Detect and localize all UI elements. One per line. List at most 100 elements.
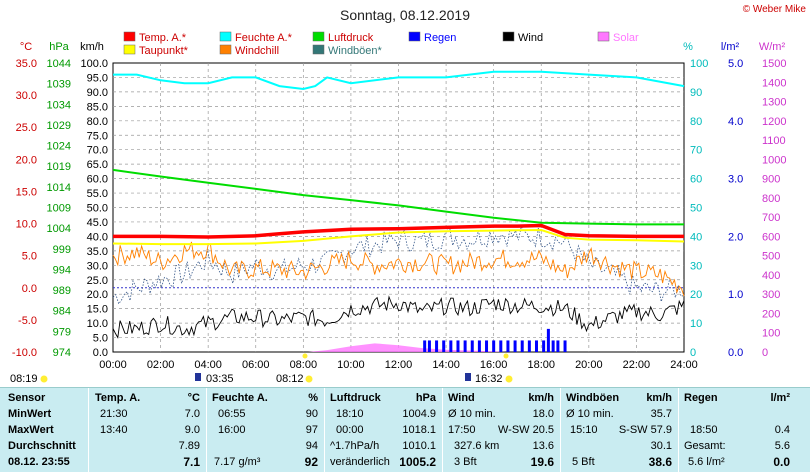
rain-axis-unit: l/m²: [721, 41, 740, 53]
now-rain-total: 5.6 l/m²: [688, 456, 725, 468]
solar-tick: 1200: [762, 116, 786, 128]
pct-tick: 40: [690, 231, 702, 243]
pct-tick: 70: [690, 145, 702, 157]
row-now-label: 08.12. 23:55: [8, 456, 70, 468]
brand-label: © Weber Mike: [742, 4, 806, 15]
hpa-tick: 1004: [47, 223, 71, 235]
kmh-tick: 75.0: [87, 130, 108, 142]
max-gust-time: 15:10: [570, 424, 598, 436]
legend-swatch: [408, 31, 421, 42]
row-max-label: MaxWert: [8, 424, 54, 436]
avg-gust: 30.1: [650, 440, 672, 452]
row-min-label: MinWert: [8, 408, 52, 420]
legend-label: Temp. A.*: [139, 32, 187, 44]
kmh-tick: 95.0: [87, 72, 108, 84]
hdr-temp: Temp. A.: [95, 392, 141, 404]
solar-tick: 0: [762, 347, 768, 359]
max-wind-dir: W-SW 20.5: [497, 424, 554, 436]
solar-tick: 1000: [762, 154, 786, 166]
stats-table: Sensor Temp. A. °C Feuchte A. % Luftdruc…: [0, 387, 810, 472]
solar-tick: 200: [762, 308, 780, 320]
kmh-tick: 70.0: [87, 145, 108, 157]
hpa-tick: 1044: [47, 58, 71, 70]
min-wind: 18.0: [532, 408, 554, 420]
pct-tick: 90: [690, 87, 702, 99]
legend-swatch: [312, 31, 325, 42]
hpa-tick: 974: [53, 347, 71, 359]
x-tick: 20:00: [575, 359, 603, 371]
legend-label: Regen: [424, 32, 456, 44]
legend-label: Taupunkt*: [139, 45, 189, 57]
solar-tick: 800: [762, 193, 780, 205]
rain-bar: [485, 340, 489, 352]
temp-tick: 0.0: [22, 283, 37, 295]
min-wind-label: Ø 10 min.: [448, 408, 496, 420]
max-rain: 0.4: [774, 424, 790, 436]
legend-swatch: [219, 44, 232, 55]
legend-swatch: [502, 31, 515, 42]
rain-bar: [551, 340, 555, 352]
hpa-tick: 1019: [47, 161, 71, 173]
solar-tick: 100: [762, 328, 780, 340]
series-wind: [112, 295, 685, 339]
legend-label: Feuchte A.*: [235, 32, 293, 44]
hdr-press: Luftdruck: [330, 392, 381, 404]
hdr-gust: Windböen: [566, 392, 620, 404]
solar-tick: 1400: [762, 77, 786, 89]
temp-tick: 15.0: [16, 186, 37, 198]
series-humidity: [113, 70, 685, 91]
temp-tick: 5.0: [22, 251, 37, 263]
temp-axis-unit: °C: [20, 41, 32, 53]
min-temp-time: 21:30: [100, 408, 128, 420]
legend-label: Windchill: [235, 45, 279, 57]
x-tick: 22:00: [623, 359, 651, 371]
hdr-press-unit: hPa: [415, 392, 436, 404]
series-temp: [113, 223, 684, 239]
solar-tick: 1500: [762, 58, 786, 70]
max-hum: 97: [305, 424, 318, 436]
temp-tick: 20.0: [16, 154, 37, 166]
sunrise-icon: [40, 375, 48, 383]
now-gust-bft: 5 Bft: [572, 456, 595, 468]
pct-tick: 0: [690, 347, 696, 359]
temp-tick: 25.0: [16, 122, 37, 134]
hdr-hum: Feuchte A.: [212, 392, 268, 404]
now-hum: 92: [304, 455, 318, 469]
min-press-time: 18:10: [336, 408, 364, 420]
avg-wind: 13.6: [532, 440, 554, 452]
pct-tick: 80: [690, 116, 702, 128]
avg-rain-label: Gesamt:: [684, 440, 726, 452]
rain-tick: 4.0: [728, 116, 743, 128]
rain-bar: [470, 340, 474, 352]
x-tick: 18:00: [527, 359, 555, 371]
temp-tick: 30.0: [16, 90, 37, 102]
rain-bar: [534, 340, 538, 352]
legend-label: Wind: [518, 32, 543, 44]
rain-bar: [563, 340, 567, 352]
legend-label: Solar: [613, 32, 639, 44]
sun-axis-marker: [503, 353, 509, 359]
kmh-tick: 30.0: [87, 260, 108, 272]
now-rain: 0.0: [773, 455, 790, 469]
solar-tick: 900: [762, 174, 780, 186]
hpa-axis-unit: hPa: [49, 41, 69, 53]
moonrise-time: 03:35: [206, 373, 234, 385]
rain-bar: [506, 340, 510, 352]
pct-axis-unit: %: [683, 41, 693, 53]
now-temp: 7.1: [183, 455, 200, 469]
kmh-tick: 90.0: [87, 87, 108, 99]
rain-tick: 0.0: [728, 347, 743, 359]
solar-tick: 500: [762, 251, 780, 263]
series-solar: [308, 343, 506, 352]
max-hum-time: 16:00: [218, 424, 246, 436]
rain-bar: [442, 340, 446, 352]
rain-bar: [463, 340, 467, 352]
legend-label: Windböen*: [328, 45, 383, 57]
x-tick: 10:00: [337, 359, 365, 371]
now-wind: 19.6: [530, 455, 554, 469]
solar-tick: 300: [762, 289, 780, 301]
x-tick: 06:00: [242, 359, 270, 371]
legend-label: Luftdruck: [328, 32, 374, 44]
rain-bar: [556, 340, 560, 352]
rain-tick: 1.0: [728, 289, 743, 301]
